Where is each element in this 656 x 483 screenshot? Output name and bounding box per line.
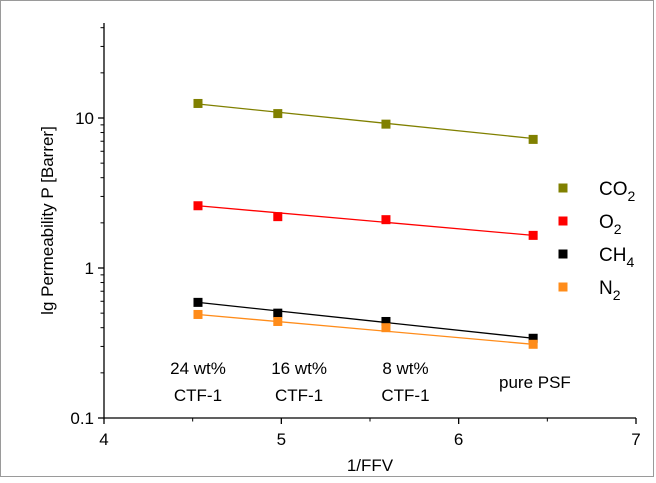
- data-point-o2: [381, 215, 391, 225]
- annotation-label: CTF-1: [275, 386, 323, 405]
- data-point-co2: [193, 98, 203, 108]
- data-point-o2: [193, 201, 203, 211]
- legend-label-n2: N2: [599, 278, 621, 303]
- data-point-n2: [381, 323, 391, 333]
- data-point-ch4: [273, 308, 283, 318]
- fit-line-n2: [197, 313, 534, 345]
- legend-label-o2: O2: [599, 212, 622, 237]
- y-axis-label: lg Permeability P [Barrer]: [38, 126, 57, 315]
- legend-marker-n2: [558, 282, 568, 292]
- fit-line-o2: [197, 205, 534, 237]
- annotation-label: pure PSF: [499, 373, 571, 392]
- annotation-label: 16 wt%: [271, 359, 327, 378]
- legend-marker-co2: [558, 183, 568, 193]
- data-point-ch4: [528, 333, 538, 343]
- data-point-ch4: [381, 316, 391, 326]
- x-tick-label: 5: [277, 430, 286, 449]
- legend-marker-ch4: [558, 249, 568, 259]
- legend-marker-o2: [558, 216, 568, 226]
- y-tick-label: 10: [75, 109, 94, 128]
- x-axis-label: 1/FFV: [347, 456, 394, 475]
- y-tick-label: 1: [85, 259, 94, 278]
- data-point-n2: [193, 309, 203, 319]
- data-point-o2: [273, 212, 283, 222]
- data-point-o2: [528, 230, 538, 240]
- annotation-label: CTF-1: [174, 386, 222, 405]
- legend-label-co2: CO2: [599, 179, 636, 204]
- y-tick-label: 0.1: [70, 409, 94, 428]
- data-point-co2: [528, 134, 538, 144]
- data-point-n2: [273, 316, 283, 326]
- x-tick-label: 4: [99, 430, 108, 449]
- fit-line-co2: [197, 103, 534, 140]
- fit-line-ch4: [197, 301, 534, 339]
- x-tick-label: 6: [454, 430, 463, 449]
- data-point-co2: [273, 109, 283, 119]
- annotation-label: 24 wt%: [170, 359, 226, 378]
- data-point-n2: [528, 339, 538, 349]
- data-point-ch4: [193, 297, 203, 307]
- x-tick-label: 7: [631, 430, 640, 449]
- data-point-co2: [381, 119, 391, 129]
- annotation-label: 8 wt%: [382, 359, 428, 378]
- legend-label-ch4: CH4: [599, 245, 634, 270]
- annotation-label: CTF-1: [381, 386, 429, 405]
